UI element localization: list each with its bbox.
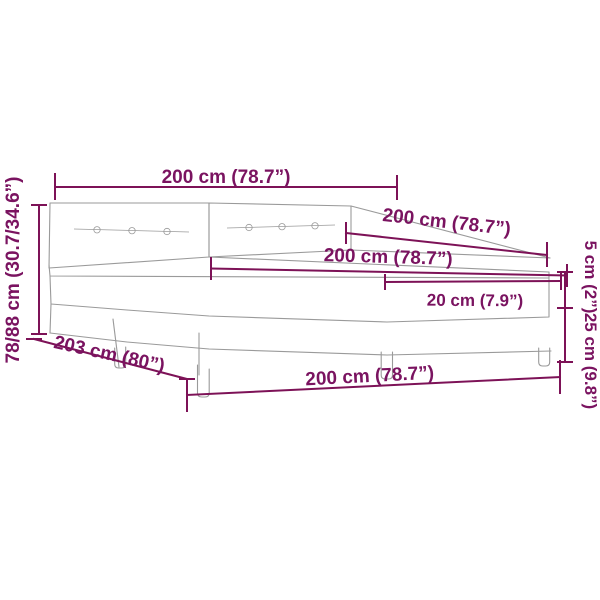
svg-text:5 cm (2”): 5 cm (2”)	[581, 241, 600, 314]
svg-text:200 cm (78.7”): 200 cm (78.7”)	[323, 245, 452, 270]
svg-text:25 cm (9.8”): 25 cm (9.8”)	[581, 313, 600, 409]
svg-text:200 cm (78.7”): 200 cm (78.7”)	[162, 167, 291, 188]
svg-text:78/88 cm (30.7/34.6”): 78/88 cm (30.7/34.6”)	[3, 177, 24, 364]
svg-text:20 cm (7.9”): 20 cm (7.9”)	[427, 291, 524, 311]
